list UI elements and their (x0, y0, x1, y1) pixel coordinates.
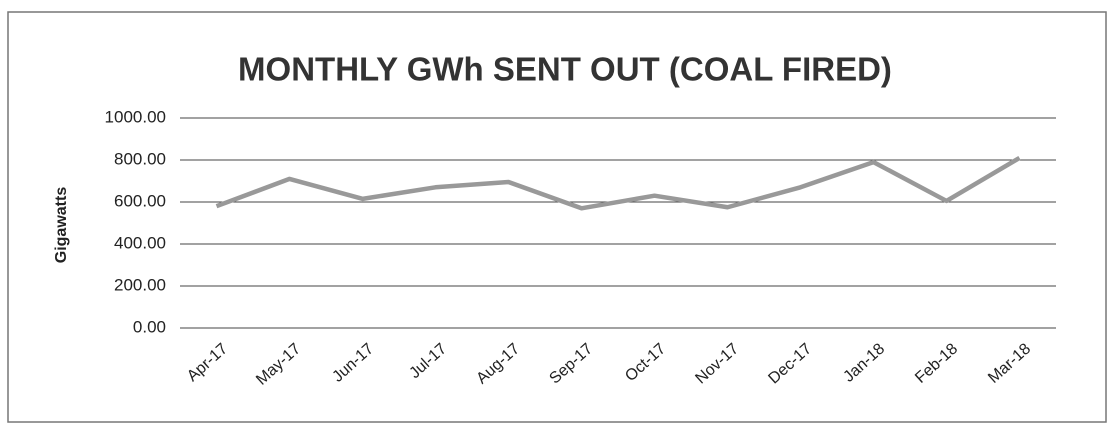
y-tick-label: 600.00 (114, 191, 166, 210)
x-tick-label: Oct-17 (622, 340, 669, 385)
x-tick-label: Sep-17 (546, 340, 596, 387)
x-tick-label: Jan-18 (840, 340, 888, 385)
x-tick-label: Nov-17 (692, 340, 742, 387)
x-tick-label: Mar-18 (985, 340, 1034, 387)
x-tick-label: Aug-17 (473, 340, 523, 387)
y-tick-label: 1000.00 (105, 107, 166, 126)
chart-title: MONTHLY GWh SENT OUT (COAL FIRED) (238, 51, 892, 88)
x-tick-label: Apr-17 (184, 340, 231, 385)
x-tick-label: Jun-17 (329, 340, 377, 385)
x-tick-label: Feb-18 (912, 340, 961, 387)
y-tick-label: 0.00 (133, 317, 166, 336)
y-tick-label: 200.00 (114, 275, 166, 294)
data-line (215, 155, 1021, 211)
y-axis-label: Gigawatts (53, 187, 70, 264)
x-tick-label: Dec-17 (765, 340, 815, 387)
x-tick-label: May-17 (253, 340, 304, 388)
chart-frame (7, 11, 1107, 423)
y-tick-label: 400.00 (114, 233, 166, 252)
y-tick-label: 800.00 (114, 149, 166, 168)
x-tick-label: Jul-17 (406, 340, 450, 382)
